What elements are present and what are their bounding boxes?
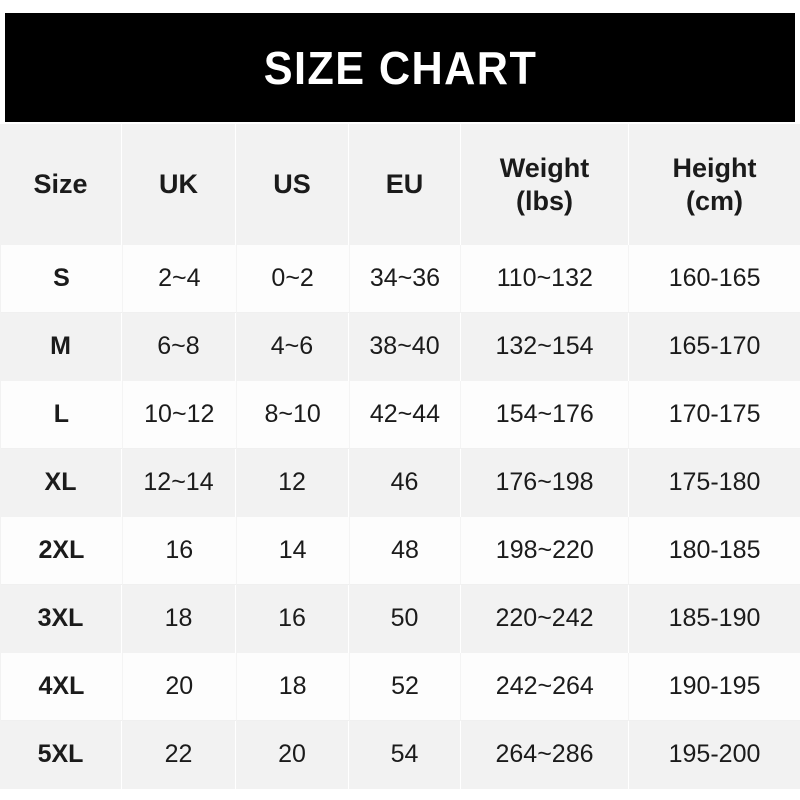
cell-size: 5XL: [37, 740, 84, 769]
cell-uk: 6~8: [121, 313, 235, 381]
cell-eu: 54: [348, 721, 460, 789]
cell-us: 12: [235, 449, 348, 517]
table-row: M 6~8 4~6 38~40 132~154 165-170: [0, 313, 800, 381]
cell-height: 190-195: [628, 653, 800, 721]
column-header-uk-label: UK: [159, 169, 198, 200]
cell-eu: 52: [348, 653, 461, 721]
cell-uk: 22: [121, 721, 235, 789]
cell-height: 195-200: [628, 721, 800, 789]
column-header-size-label: Size: [33, 169, 88, 200]
column-header-weight: Weight (lbs): [460, 124, 628, 245]
cell-eu: 50: [348, 585, 460, 653]
column-header-height: Height (cm): [628, 124, 800, 245]
cell-size: 3XL: [37, 604, 84, 633]
cell-eu: 46: [348, 449, 460, 517]
cell-size: L: [1, 381, 122, 449]
column-header-weight-unit: (lbs): [516, 185, 573, 216]
cell-height: 185-190: [628, 585, 800, 653]
table-row: 3XL 18 16 50 220~242 185-190: [0, 585, 800, 653]
column-header-us-label: US: [273, 169, 311, 200]
table-row: XL 12~14 12 46 176~198 175-180: [0, 449, 800, 517]
cell-us: 16: [235, 585, 348, 653]
column-header-weight-label: Weight: [499, 152, 590, 183]
column-header-eu: EU: [348, 124, 460, 245]
cell-us: 20: [235, 721, 348, 789]
cell-height: 175-180: [628, 449, 800, 517]
cell-uk: 18: [121, 585, 235, 653]
cell-size: S: [1, 245, 122, 313]
table-row: L 10~12 8~10 42~44 154~176 170-175: [0, 381, 800, 449]
cell-height: 160-165: [628, 245, 800, 313]
cell-size: 4XL: [1, 653, 122, 721]
table-row: 5XL 22 20 54 264~286 195-200: [0, 721, 800, 789]
column-header-height-label: Height: [672, 152, 757, 183]
cell-weight: 242~264: [460, 653, 629, 721]
table-row: 4XL 20 18 52 242~264 190-195: [0, 653, 800, 721]
size-chart-table: Size UK US EU Weight (lbs) Height (cm) S…: [0, 124, 800, 789]
cell-weight: 198~220: [460, 517, 629, 585]
page-title: SIZE CHART: [263, 41, 537, 94]
cell-weight: 110~132: [460, 245, 629, 313]
cell-uk: 12~14: [121, 449, 235, 517]
column-header-uk: UK: [121, 124, 235, 245]
cell-weight: 264~286: [460, 721, 628, 789]
table-header-row: Size UK US EU Weight (lbs) Height (cm): [0, 124, 800, 245]
cell-us: 8~10: [235, 381, 349, 449]
cell-eu: 48: [348, 517, 461, 585]
cell-size: 2XL: [1, 517, 122, 585]
cell-uk: 20: [121, 653, 236, 721]
cell-eu: 38~40: [348, 313, 460, 381]
cell-size: XL: [44, 468, 77, 497]
cell-size: M: [50, 332, 71, 361]
cell-height: 180-185: [628, 517, 800, 585]
table-row: 2XL 16 14 48 198~220 180-185: [0, 517, 800, 585]
cell-us: 4~6: [235, 313, 348, 381]
column-header-size: Size: [0, 124, 121, 245]
cell-us: 18: [235, 653, 349, 721]
cell-weight: 220~242: [460, 585, 628, 653]
cell-eu: 34~36: [348, 245, 461, 313]
column-header-height-unit: (cm): [685, 185, 743, 216]
cell-weight: 132~154: [460, 313, 628, 381]
cell-height: 170-175: [628, 381, 800, 449]
cell-uk: 10~12: [121, 381, 236, 449]
title-banner: SIZE CHART: [5, 13, 795, 122]
column-header-us: US: [235, 124, 348, 245]
cell-height: 165-170: [628, 313, 800, 381]
cell-eu: 42~44: [348, 381, 461, 449]
cell-uk: 2~4: [121, 245, 236, 313]
cell-us: 14: [235, 517, 349, 585]
cell-uk: 16: [121, 517, 236, 585]
column-header-eu-label: EU: [385, 169, 424, 200]
cell-weight: 176~198: [460, 449, 628, 517]
cell-weight: 154~176: [460, 381, 629, 449]
cell-us: 0~2: [235, 245, 349, 313]
table-row: S 2~4 0~2 34~36 110~132 160-165: [0, 245, 800, 313]
